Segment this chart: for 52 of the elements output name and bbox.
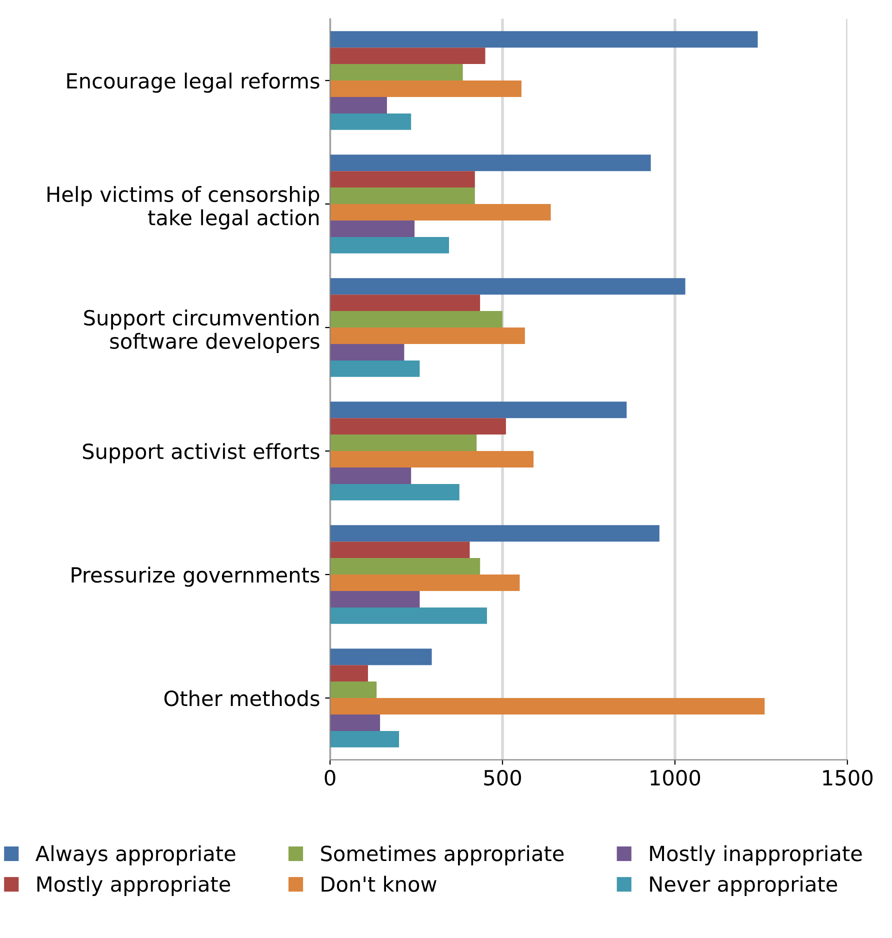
bar <box>330 451 534 468</box>
bar <box>330 402 627 418</box>
bar <box>330 171 475 188</box>
bar <box>330 278 686 295</box>
x-tick-label: 500 <box>484 770 521 786</box>
bar <box>330 113 412 130</box>
bar <box>330 730 400 748</box>
bar <box>330 590 420 608</box>
bar <box>330 236 450 254</box>
bar <box>330 80 522 97</box>
bar <box>330 328 525 344</box>
legend-label: Mostly inappropriate <box>650 845 862 866</box>
bar <box>330 698 765 714</box>
bar <box>330 714 380 731</box>
y-tick-label: Other methods <box>164 690 320 706</box>
bar <box>330 204 551 220</box>
legend-label: Sometimes appropriate <box>321 845 564 866</box>
bar <box>330 484 460 500</box>
bar <box>330 525 660 542</box>
bar <box>330 188 475 204</box>
y-tick-label: Encourage legal reforms <box>67 72 320 93</box>
legend-label: Don't know <box>322 876 436 892</box>
bar <box>330 220 415 237</box>
y-tick-label: Support circumvention software developers <box>84 310 320 354</box>
bar <box>330 31 758 48</box>
bar <box>330 682 377 698</box>
bar <box>330 665 368 682</box>
bar <box>330 64 463 81</box>
bar <box>330 154 651 172</box>
y-tick-label: Pressurize governments <box>72 566 320 587</box>
legend-label: Always appropriate <box>36 845 236 866</box>
bar <box>330 434 477 452</box>
legend-label: Mostly appropriate <box>37 876 230 896</box>
x-tick-label: 1000 <box>650 770 700 786</box>
bar <box>330 96 387 114</box>
bar <box>330 344 404 360</box>
x-tick-label: 1500 <box>823 770 873 786</box>
bar <box>330 48 486 64</box>
bar <box>330 648 432 666</box>
bar <box>330 360 420 377</box>
bar <box>330 542 470 558</box>
legend-label: Never appropriate <box>650 876 838 896</box>
bar <box>330 607 487 624</box>
bar <box>330 418 506 435</box>
bar <box>330 467 412 484</box>
bar <box>330 574 520 591</box>
y-tick-label: Support activist efforts <box>82 443 320 464</box>
bar <box>330 311 502 328</box>
y-tick-label: Help victims of censorship take legal action <box>48 186 320 230</box>
x-tick-label: 0 <box>324 770 336 786</box>
bar <box>330 558 480 575</box>
bar <box>330 294 480 312</box>
